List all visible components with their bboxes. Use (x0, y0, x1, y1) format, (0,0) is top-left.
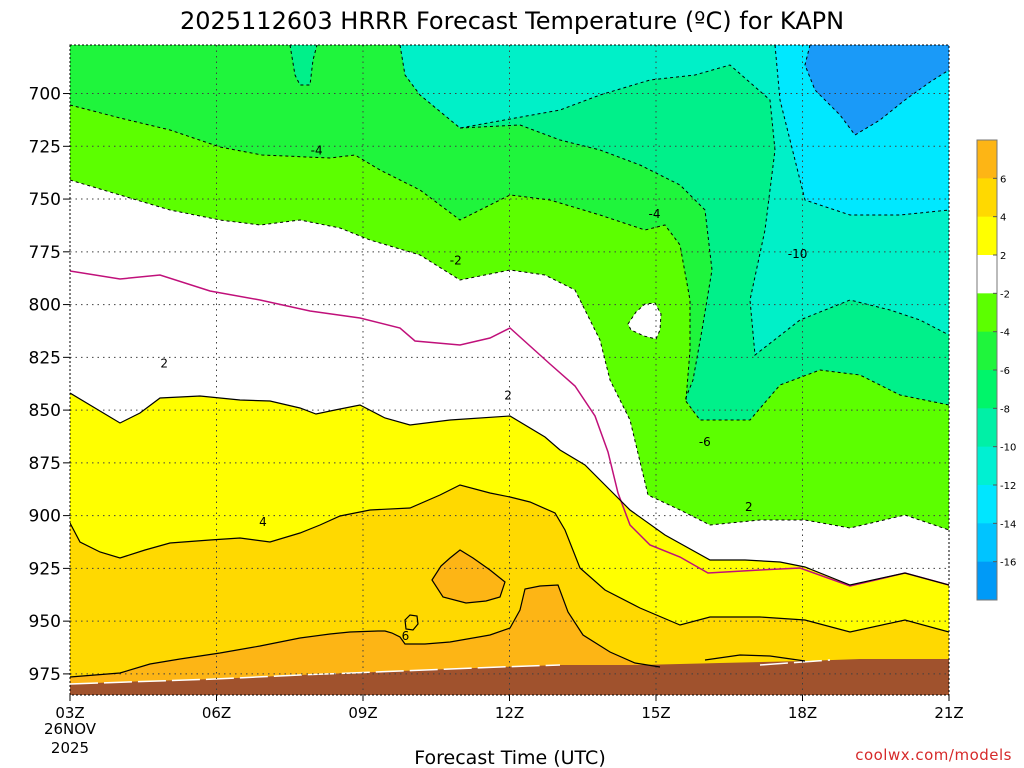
colorbar-label: -16 (1000, 558, 1016, 569)
y-axis: 700 725 750 775 800 825 850 875 900 925 950 975 (29, 85, 70, 685)
y-tick-label: 800 (29, 296, 61, 316)
y-tick-label: 725 (29, 137, 61, 157)
contour-plus-6-island (431, 549, 506, 604)
colorbar-label: -2 (1000, 289, 1010, 300)
x-axis: 03Z 06Z 09Z 12Z 15Z 18Z 21Z (55, 695, 964, 722)
colorbar-label: 4 (1000, 213, 1006, 224)
contour-label: 2 (160, 357, 168, 371)
contours (70, 45, 949, 678)
colorbar-swatch (977, 446, 997, 486)
colorbar-swatch (977, 140, 997, 179)
y-tick-label: 975 (29, 665, 61, 685)
colorbar-swatch (977, 178, 997, 218)
x-tick-label: 21Z (934, 704, 963, 722)
x-tick-label: 06Z (202, 704, 231, 722)
colorbar-label: 6 (1000, 174, 1006, 185)
y-tick-label: 950 (29, 612, 61, 632)
colorbar-swatch (977, 293, 997, 333)
y-tick-label: 900 (29, 507, 61, 527)
y-tick-label: 700 (29, 85, 61, 105)
y-tick-label: 825 (29, 348, 61, 368)
colorbar-swatch (977, 485, 997, 524)
contour-minus-6 (289, 45, 949, 421)
colorbar-label: -6 (1000, 366, 1010, 377)
contour-label: -6 (699, 435, 711, 449)
y-tick-label: 875 (29, 454, 61, 474)
colorbar-label: -4 (1000, 328, 1010, 339)
colorbar-label: -10 (1000, 443, 1016, 454)
contour-minus-10 (774, 45, 949, 216)
contour-label: 6 (402, 629, 410, 643)
contour-label: 2 (504, 388, 512, 402)
colorbar-swatch (977, 216, 997, 256)
x-tick-label: 09Z (348, 704, 377, 722)
x-axis-label: Forecast Time (UTC) (414, 747, 605, 768)
date-line-2: 2025 (51, 739, 89, 757)
y-tick-label: 925 (29, 559, 61, 579)
colorbar-swatch (977, 331, 997, 371)
colorbar-swatch (977, 561, 997, 601)
colorbar-label: -8 (1000, 404, 1010, 415)
contour-minus-8 (399, 45, 949, 356)
colorbar-swatch (977, 523, 997, 563)
contour-label: -2 (450, 253, 462, 267)
x-tick-label: 15Z (641, 704, 670, 722)
credit-text: coolwx.com/models (855, 746, 1012, 764)
contour-label: 4 (259, 515, 267, 529)
contour-plus-6 (70, 584, 661, 678)
colorbar-label: -12 (1000, 481, 1016, 492)
contour-minus-4 (70, 104, 691, 401)
plot-area (70, 45, 949, 695)
x-tick-label: 03Z (55, 704, 84, 722)
date-line-1: 26NOV (44, 720, 97, 738)
y-tick-label: 850 (29, 401, 61, 421)
x-tick-label: 12Z (495, 704, 524, 722)
contour-plus-2 (70, 392, 949, 586)
colorbar-label: 2 (1000, 251, 1006, 262)
colorbar-swatch (977, 255, 997, 294)
contour-label: -4 (649, 207, 661, 221)
contour-minus-2-island (627, 302, 662, 340)
ground-fill (70, 659, 949, 695)
chart-title: 2025112603 HRRR Forecast Temperature (ºC… (180, 7, 844, 35)
contour-label: 2 (745, 500, 753, 514)
y-tick-label: 775 (29, 243, 61, 263)
colorbar: 6 4 2 -2 -4 -6 -8 -10 -12 -14 -16 (976, 139, 1016, 601)
contour-plus-6-blob (404, 614, 419, 631)
fill-orange-island (432, 550, 505, 603)
colorbar-label: -14 (1000, 519, 1016, 530)
y-tick-label: 750 (29, 190, 61, 210)
contour-minus-2 (70, 179, 949, 531)
contour-plus-4 (70, 484, 949, 633)
contour-label: -10 (788, 247, 808, 261)
colorbar-swatch (977, 408, 997, 448)
contour-zero (70, 270, 949, 587)
contour-label: -4 (311, 144, 323, 158)
contour-plus-6-bottom (704, 654, 806, 662)
x-tick-label: 18Z (788, 704, 817, 722)
colorbar-swatch (977, 370, 997, 409)
ground-edge (70, 659, 831, 685)
contour-labels: -4 -4 -2 -10 -6 2 2 2 4 6 (160, 144, 807, 643)
